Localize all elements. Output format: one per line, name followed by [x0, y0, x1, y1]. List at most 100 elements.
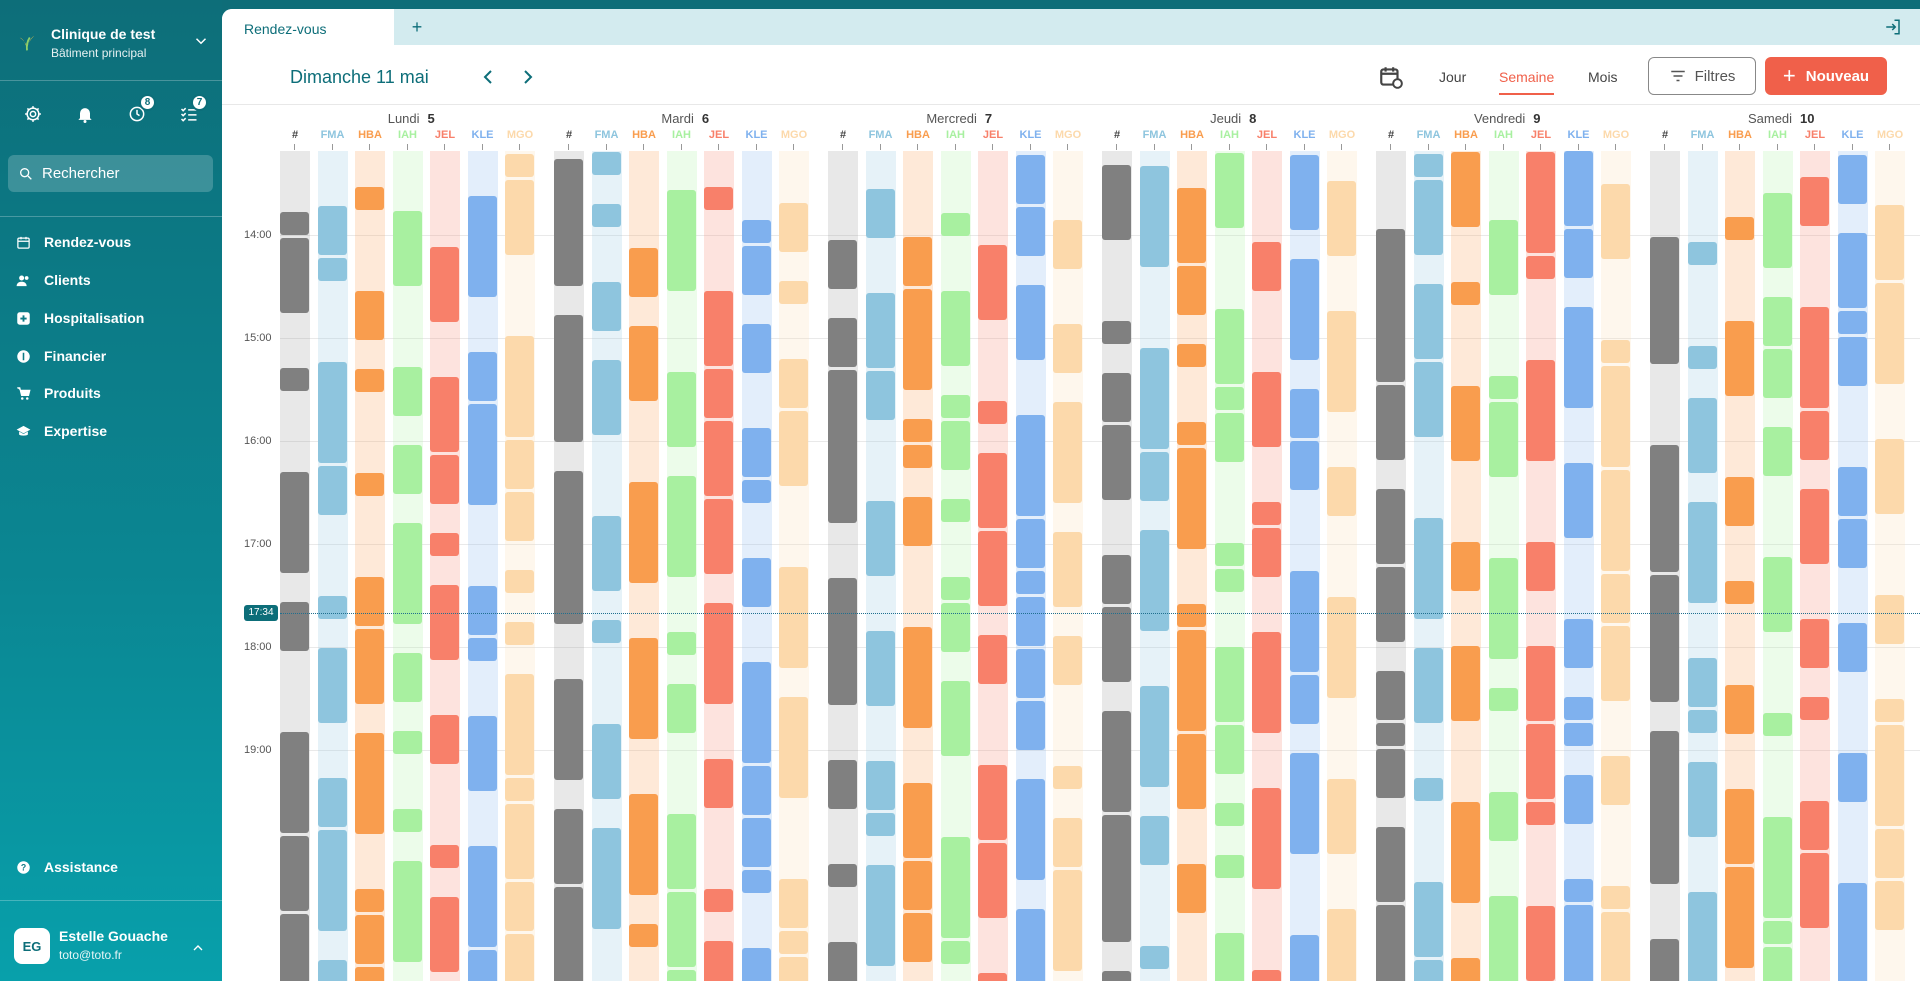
appointment-block[interactable] — [1214, 725, 1244, 774]
appointment-block[interactable] — [1214, 933, 1244, 981]
appointment-block[interactable] — [1563, 905, 1593, 981]
appointment-block[interactable] — [1252, 502, 1281, 525]
appointment-block[interactable] — [505, 336, 534, 437]
appointment-block[interactable] — [1488, 402, 1518, 477]
appointment-block[interactable] — [280, 472, 309, 573]
appointment-block[interactable] — [1526, 152, 1555, 253]
column-header-kle[interactable]: KLE — [468, 129, 498, 150]
appointment-block[interactable] — [1601, 574, 1630, 623]
appointment-block[interactable] — [779, 203, 808, 252]
appointment-block[interactable] — [1327, 181, 1356, 256]
appointment-block[interactable] — [1289, 753, 1319, 854]
appointment-block[interactable] — [741, 428, 771, 477]
appointment-block[interactable] — [1214, 413, 1244, 462]
appointment-block[interactable] — [430, 845, 459, 868]
next-button[interactable] — [516, 65, 540, 89]
appointment-block[interactable] — [1102, 373, 1131, 422]
appointment-block[interactable] — [1563, 775, 1593, 824]
appointment-block[interactable] — [1650, 731, 1679, 884]
appointment-block[interactable] — [280, 602, 309, 651]
appointment-block[interactable] — [1837, 467, 1867, 516]
appointment-block[interactable] — [1875, 439, 1904, 514]
appointment-block[interactable] — [704, 889, 733, 912]
nav-assistance[interactable]: ? Assistance — [0, 850, 222, 884]
column-header-mgo[interactable]: MGO — [779, 129, 809, 150]
appointment-block[interactable] — [903, 783, 932, 858]
appointment-block[interactable] — [1800, 307, 1829, 408]
column-header-hba[interactable]: HBA — [355, 129, 385, 150]
appointment-block[interactable] — [1650, 445, 1679, 572]
appointment-block[interactable] — [1252, 970, 1281, 981]
column-header-mgo[interactable]: MGO — [505, 129, 535, 150]
appointment-block[interactable] — [1252, 242, 1281, 291]
appointment-block[interactable] — [1762, 193, 1792, 268]
calendar-lane[interactable] — [779, 151, 809, 981]
appointment-block[interactable] — [704, 499, 733, 574]
appointment-block[interactable] — [1053, 220, 1082, 269]
appointment-block[interactable] — [978, 401, 1007, 424]
appointment-block[interactable] — [1177, 630, 1206, 731]
column-header-hba[interactable]: HBA — [629, 129, 659, 150]
appointment-block[interactable] — [1413, 960, 1443, 981]
appointment-block[interactable] — [704, 941, 733, 981]
appointment-block[interactable] — [1800, 619, 1829, 668]
appointment-block[interactable] — [505, 180, 534, 255]
appointment-block[interactable] — [1015, 597, 1045, 646]
column-header-iah[interactable]: IAH — [393, 129, 423, 150]
appointment-block[interactable] — [1488, 896, 1518, 981]
appointment-block[interactable] — [280, 732, 309, 833]
column-header-iah[interactable]: IAH — [941, 129, 971, 150]
notifications-button[interactable] — [70, 100, 100, 128]
calendar-lane[interactable] — [1327, 151, 1357, 981]
appointment-block[interactable] — [1214, 647, 1244, 722]
appointment-block[interactable] — [355, 629, 384, 704]
appointment-block[interactable] — [317, 778, 347, 827]
appointment-block[interactable] — [666, 970, 696, 981]
appointment-block[interactable] — [1526, 256, 1555, 279]
appointment-block[interactable] — [1451, 542, 1480, 591]
appointment-block[interactable] — [828, 240, 857, 289]
appointment-block[interactable] — [317, 258, 347, 281]
appointment-block[interactable] — [779, 567, 808, 668]
appointment-block[interactable] — [903, 237, 932, 286]
appointment-block[interactable] — [1650, 939, 1679, 981]
appointment-block[interactable] — [554, 159, 583, 286]
nav-financier[interactable]: Financier — [0, 339, 222, 373]
column-header-fma[interactable]: FMA — [1688, 129, 1718, 150]
appointment-block[interactable] — [865, 293, 895, 368]
appointment-block[interactable] — [1526, 360, 1555, 461]
appointment-block[interactable] — [467, 586, 497, 635]
appointment-block[interactable] — [554, 887, 583, 981]
appointment-block[interactable] — [1837, 337, 1867, 386]
appointment-block[interactable] — [666, 814, 696, 889]
appointment-block[interactable] — [1015, 649, 1045, 698]
appointment-block[interactable] — [1139, 530, 1169, 631]
appointment-block[interactable] — [1837, 623, 1867, 672]
appointment-block[interactable] — [741, 220, 771, 243]
appointment-block[interactable] — [1015, 701, 1045, 750]
appointment-block[interactable] — [1376, 671, 1405, 720]
appointment-block[interactable] — [1214, 803, 1244, 826]
column-header-hash[interactable]: # — [828, 129, 858, 150]
appointment-block[interactable] — [1725, 789, 1754, 864]
appointment-block[interactable] — [629, 326, 658, 401]
appointment-block[interactable] — [940, 499, 970, 522]
appointment-block[interactable] — [1800, 697, 1829, 720]
appointment-block[interactable] — [741, 662, 771, 763]
column-header-kle[interactable]: KLE — [1016, 129, 1046, 150]
appointment-block[interactable] — [1177, 448, 1206, 549]
appointment-block[interactable] — [355, 473, 384, 496]
nav-produits[interactable]: Produits — [0, 376, 222, 410]
appointment-block[interactable] — [1252, 632, 1281, 733]
nav-rendez-vous[interactable]: Rendez-vous — [0, 225, 222, 259]
appointment-block[interactable] — [1413, 518, 1443, 619]
appointment-block[interactable] — [392, 731, 422, 754]
appointment-block[interactable] — [1687, 502, 1717, 603]
appointment-block[interactable] — [392, 653, 422, 702]
appointment-block[interactable] — [1376, 567, 1405, 642]
view-jour[interactable]: Jour — [1439, 69, 1467, 85]
appointment-block[interactable] — [355, 915, 384, 964]
appointment-block[interactable] — [355, 889, 384, 912]
add-tab-button[interactable]: + — [411, 17, 423, 37]
appointment-block[interactable] — [1376, 827, 1405, 902]
